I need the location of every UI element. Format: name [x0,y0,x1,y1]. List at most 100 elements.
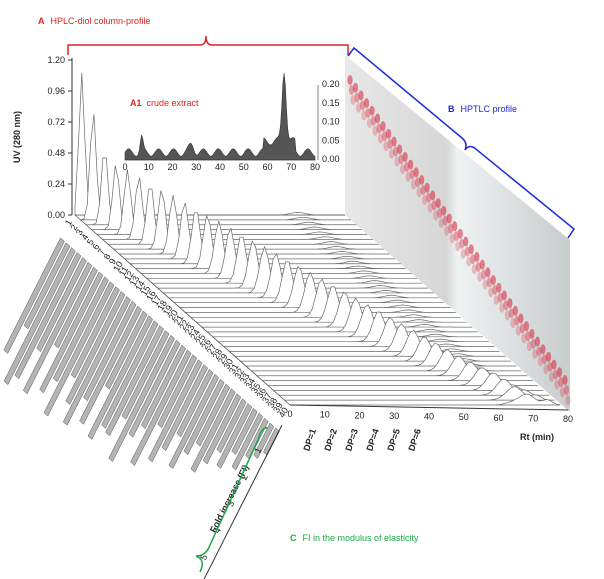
hptlc-spot [427,202,433,213]
hptlc-spot [463,236,469,247]
hptlc-spot [485,267,491,278]
hptlc-spot [420,185,426,195]
hptlc-spot [405,171,411,182]
fi-bar [87,315,153,440]
inset-x-tick-label: 70 [286,162,296,172]
hptlc-spot [457,228,463,239]
hptlc-spot [547,361,553,372]
hptlc-spot [455,241,461,252]
panel-c-title: C FI in the modulus of elasticity [290,533,419,543]
chromatogram [107,188,379,245]
hptlc-spot [471,264,477,275]
fi-bar [161,364,209,452]
fi-bar [128,339,181,438]
hptlc-spot [466,256,472,267]
dp-label: DP=5 [385,428,402,453]
inset-x-tick-label: 20 [167,162,177,172]
panel-b-title: B HPTLC profile [448,104,517,114]
dp-label: DP=1 [301,428,318,453]
fi-tick-label: 5 [198,553,209,562]
hptlc-spot [474,251,480,262]
fi-tick-label: 3 [225,499,236,508]
hptlc-spot [352,82,359,93]
fi-bar [22,261,93,395]
hptlc-spot [558,377,564,388]
panel-a-title: A HPLC-diol column-profile [38,16,151,26]
fi-bar [105,310,148,390]
hptlc-spot [563,385,570,395]
fraction-label: 31 [227,362,241,376]
panel-a-letter: A [38,16,45,26]
hptlc-spot [492,285,498,295]
fraction-label: 22 [177,318,191,332]
fi-bar [83,300,137,402]
y-tick-label: 0.48 [47,148,65,158]
hptlc-spot [459,238,465,249]
front-edge [74,214,291,406]
fi-bar [157,354,198,429]
hptlc-spot [442,215,448,226]
hptlc-spot [431,200,437,211]
fraction-label: 4 [79,232,90,241]
hptlc-spot [388,148,395,159]
fraction-label: 34 [243,376,257,390]
hptlc-spot [424,182,430,193]
chromatogram [212,304,483,338]
hptlc-spot [374,113,381,124]
hptlc-spot [460,248,466,259]
chromatogram [217,311,490,343]
fraction-label: 30 [221,357,235,371]
fraction-label: 24 [188,328,202,342]
fi-bar [54,266,98,349]
chromatogram [222,317,495,347]
rt-tick-label: 40 [424,412,434,422]
fraction-label: 36 [255,386,269,400]
fi-bar [168,373,220,469]
hptlc-spot [408,159,414,170]
inset-name: crude extract [147,98,200,108]
hptlc-spot [526,341,533,352]
fraction-label: 21 [172,313,186,327]
fraction-label: 32 [232,367,246,381]
fraction-label: 33 [238,372,252,386]
inset-x-tick-label: 30 [191,162,201,172]
hptlc-spot [416,187,422,198]
hptlc-spot [419,175,425,185]
fraction-label: 19 [161,303,175,317]
inset-x-tick-label: 0 [122,162,127,172]
hptlc-spot [554,379,560,390]
hptlc-spot [366,118,373,129]
hptlc-spot [499,302,505,313]
fraction-label: 17 [150,294,164,308]
hptlc-spot [400,164,406,175]
fi-bar [36,256,87,353]
fi-bar [216,398,247,454]
fraction-label: 2 [68,223,79,232]
hptlc-spot [437,208,443,219]
hptlc-spot [525,331,531,342]
fi-bar [79,305,142,425]
hptlc-spot [377,133,384,144]
hptlc-spot [438,218,444,229]
hptlc-spot [355,102,362,113]
chromatogram [201,291,473,328]
dp-label: DP=4 [364,428,381,453]
fi-bar [39,271,104,394]
hptlc-spot [415,177,421,188]
fi-bar [231,412,264,471]
fi-bar [130,349,192,466]
chromatogram [239,337,511,362]
fi-bar [3,237,65,354]
hptlc-spot [534,336,541,347]
fi-tick-label: 2 [239,473,250,482]
fraction-label: 7 [96,247,107,256]
dp-label: DP=2 [322,428,339,453]
hptlc-spot [363,98,370,109]
hptlc-spot [559,387,566,398]
panel-a-name: HPLC-diol column-profile [51,16,151,26]
fraction-label: 9 [107,257,118,266]
fraction-label: 1 [63,218,74,227]
fraction-label: 23 [183,323,197,337]
hptlc-spot [529,328,535,339]
fraction-label: 25 [194,333,208,347]
